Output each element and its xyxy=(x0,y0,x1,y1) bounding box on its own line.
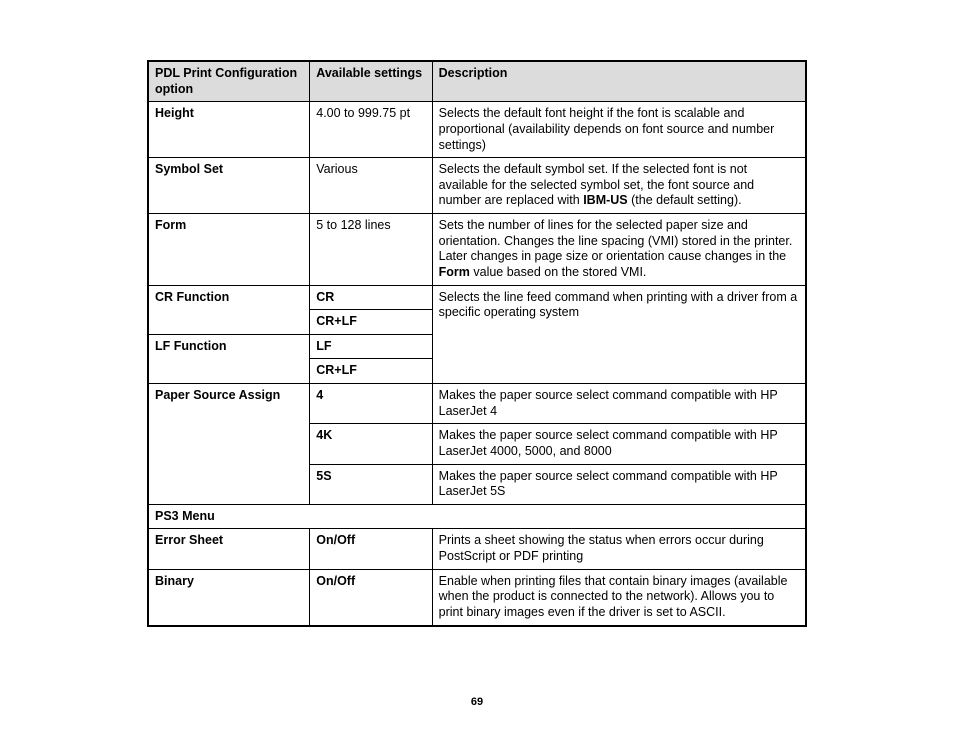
option-cell: Binary xyxy=(148,569,310,625)
setting-cell: 5S xyxy=(310,464,432,504)
document-page: PDL Print Configuration option Available… xyxy=(0,0,954,738)
desc-text-post: value based on the stored VMI. xyxy=(470,265,647,279)
table-row: Height 4.00 to 999.75 pt Selects the def… xyxy=(148,102,806,158)
desc-text-bold: Form xyxy=(439,265,470,279)
section-row-ps3: PS3 Menu xyxy=(148,504,806,529)
setting-cell: On/Off xyxy=(310,529,432,569)
header-option: PDL Print Configuration option xyxy=(148,61,310,102)
desc-cell: Sets the number of lines for the selecte… xyxy=(432,214,806,286)
table-row: Form 5 to 128 lines Sets the number of l… xyxy=(148,214,806,286)
setting-cell: Various xyxy=(310,158,432,214)
setting-cell: 4K xyxy=(310,424,432,464)
option-cell: CR Function xyxy=(148,285,310,334)
section-label: PS3 Menu xyxy=(148,504,806,529)
desc-cell: Selects the default symbol set. If the s… xyxy=(432,158,806,214)
desc-cell: Enable when printing files that contain … xyxy=(432,569,806,625)
pdl-config-table: PDL Print Configuration option Available… xyxy=(147,60,807,627)
setting-cell: 4.00 to 999.75 pt xyxy=(310,102,432,158)
setting-cell: 5 to 128 lines xyxy=(310,214,432,286)
table-row: Error Sheet On/Off Prints a sheet showin… xyxy=(148,529,806,569)
setting-cell: CR xyxy=(310,285,432,310)
table-row: CR Function CR Selects the line feed com… xyxy=(148,285,806,310)
desc-cell: Makes the paper source select command co… xyxy=(432,424,806,464)
table-header-row: PDL Print Configuration option Available… xyxy=(148,61,806,102)
option-cell: Paper Source Assign xyxy=(148,384,310,505)
header-settings: Available settings xyxy=(310,61,432,102)
setting-cell: 4 xyxy=(310,384,432,424)
desc-cell: Makes the paper source select command co… xyxy=(432,464,806,504)
desc-cell: Makes the paper source select command co… xyxy=(432,384,806,424)
desc-cell: Prints a sheet showing the status when e… xyxy=(432,529,806,569)
page-number: 69 xyxy=(0,696,954,708)
desc-text-pre: Sets the number of lines for the selecte… xyxy=(439,218,793,263)
desc-cell: Selects the default font height if the f… xyxy=(432,102,806,158)
desc-cell: Selects the line feed command when print… xyxy=(432,285,806,384)
table-row: Symbol Set Various Selects the default s… xyxy=(148,158,806,214)
option-cell: LF Function xyxy=(148,334,310,383)
option-cell: Height xyxy=(148,102,310,158)
setting-cell: On/Off xyxy=(310,569,432,625)
option-cell: Error Sheet xyxy=(148,529,310,569)
option-cell: Form xyxy=(148,214,310,286)
header-description: Description xyxy=(432,61,806,102)
setting-cell: CR+LF xyxy=(310,359,432,384)
setting-cell: LF xyxy=(310,334,432,359)
table-row: Binary On/Off Enable when printing files… xyxy=(148,569,806,625)
option-cell: Symbol Set xyxy=(148,158,310,214)
desc-text-post: (the default setting). xyxy=(628,193,742,207)
setting-cell: CR+LF xyxy=(310,310,432,335)
table-row: Paper Source Assign 4 Makes the paper so… xyxy=(148,384,806,424)
desc-text-bold: IBM-US xyxy=(583,193,627,207)
